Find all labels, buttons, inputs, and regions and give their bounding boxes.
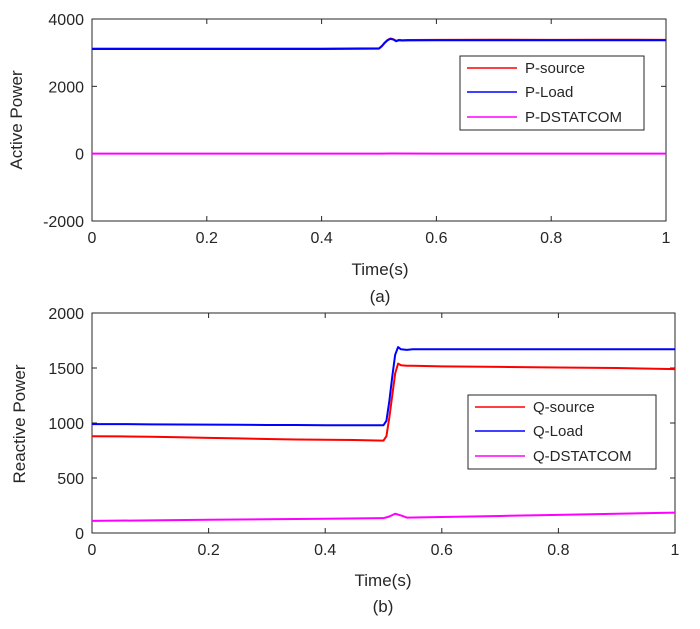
series-line-q-dstatcom — [91, 511, 676, 522]
chart-a-x-axis-label: Time(s) — [352, 260, 409, 279]
y-tick-label: 4000 — [48, 12, 84, 29]
y-tick-label: 2000 — [48, 79, 84, 96]
legend-label-p-source: P-source — [525, 60, 585, 77]
legend-label-q-load: Q-Load — [533, 423, 583, 440]
chart-b-x-tick-labels: 0 0.2 0.4 0.6 0.8 1 — [88, 542, 680, 559]
legend-label-p-load: P-Load — [525, 84, 573, 101]
y-tick-label: 0 — [75, 147, 84, 164]
x-tick-label: 0.4 — [310, 230, 332, 247]
series-line-p-load — [92, 37, 666, 50]
x-tick-label: 0.2 — [196, 230, 218, 247]
y-tick-label: 1500 — [48, 361, 84, 378]
y-tick-label: 2000 — [48, 306, 84, 323]
chart-b-y-tick-labels: 0 500 1000 1500 2000 — [48, 306, 84, 543]
x-tick-label: 0.8 — [547, 542, 569, 559]
x-tick-label: 0 — [88, 542, 97, 559]
x-tick-label: 0.2 — [197, 542, 219, 559]
chart-a-x-tick-labels: 0 0.2 0.4 0.6 0.8 1 — [88, 230, 671, 247]
chart-b-y-axis-label: Reactive Power — [10, 364, 29, 483]
chart-a-y-axis-label: Active Power — [7, 70, 26, 170]
chart-b-x-axis-label: Time(s) — [355, 571, 412, 590]
x-tick-label: 1 — [662, 230, 671, 247]
x-tick-label: 0.6 — [431, 542, 453, 559]
x-tick-label: 0.4 — [314, 542, 336, 559]
chart-b-lines — [91, 346, 676, 522]
chart-b-caption: (b) — [373, 597, 394, 616]
chart-b-legend: Q-source Q-Load Q-DSTATCOM — [467, 394, 657, 470]
y-tick-label: 1000 — [48, 416, 84, 433]
x-tick-label: 0.8 — [540, 230, 562, 247]
chart-a-lines — [92, 37, 667, 155]
legend-label-q-dstatcom: Q-DSTATCOM — [533, 448, 632, 465]
chart-a-y-tick-labels: -2000 0 2000 4000 — [43, 12, 84, 231]
legend-label-q-source: Q-source — [533, 399, 595, 416]
chart-b-ticks — [91, 312, 676, 534]
legend-label-p-dstatcom: P-DSTATCOM — [525, 109, 622, 126]
y-tick-label: -2000 — [43, 214, 84, 231]
series-line-q-load — [92, 346, 675, 427]
x-tick-label: 1 — [671, 542, 680, 559]
chart-a-legend: P-source P-Load P-DSTATCOM — [459, 55, 645, 131]
y-tick-label: 500 — [57, 471, 84, 488]
x-tick-label: 0.6 — [425, 230, 447, 247]
series-line-q-source — [91, 362, 676, 442]
x-tick-label: 0 — [88, 230, 97, 247]
y-tick-label: 0 — [75, 526, 84, 543]
chart-a-caption: (a) — [370, 287, 391, 306]
